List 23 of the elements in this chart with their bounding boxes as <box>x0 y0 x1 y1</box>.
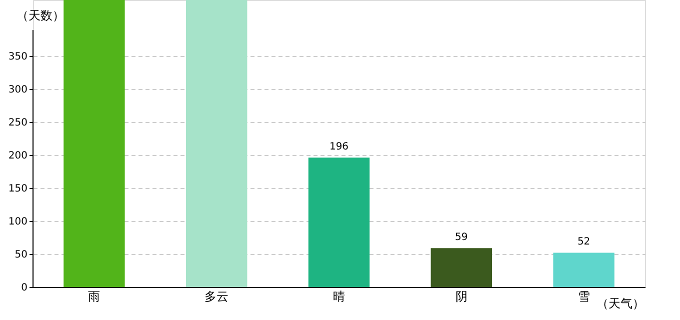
y-axis-title: （天数） <box>16 8 64 22</box>
y-tick-label: 50 <box>14 250 28 261</box>
bar <box>553 252 614 287</box>
x-tick-label: 多云 <box>204 290 229 304</box>
y-tick-label: 0 <box>21 282 28 294</box>
x-tick-label: 阴 <box>455 290 468 304</box>
y-tick-label: 250 <box>8 118 28 129</box>
bar <box>186 0 248 287</box>
bar <box>430 248 492 287</box>
y-tick-label: 300 <box>8 84 28 96</box>
bar <box>308 158 370 287</box>
y-tick-label: 150 <box>8 184 28 195</box>
data-label: 52 <box>577 236 590 248</box>
x-tick-label: 雨 <box>88 290 100 304</box>
x-axis-title: （天气） <box>596 296 644 310</box>
y-tick-label: 100 <box>8 216 28 228</box>
x-tick-label: 雪 <box>578 290 590 304</box>
x-tick-label: 晴 <box>333 290 345 304</box>
bar <box>64 0 125 287</box>
data-label: 196 <box>329 142 349 153</box>
y-tick-label: 200 <box>8 150 28 162</box>
y-tick-label: 350 <box>8 52 28 63</box>
data-label: 59 <box>455 232 468 244</box>
